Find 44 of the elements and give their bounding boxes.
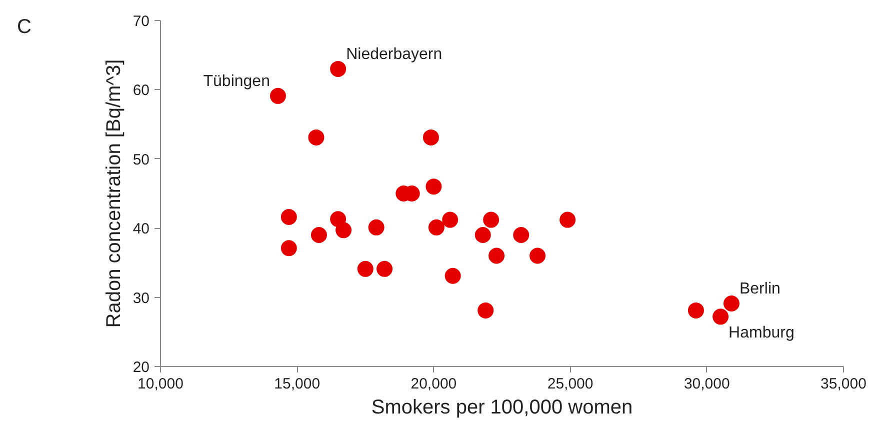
point [330, 60, 346, 77]
y-axis-title: Radon concentration [Bq/m^3] [102, 59, 125, 328]
point [474, 227, 491, 244]
point [422, 129, 439, 146]
point [488, 248, 505, 264]
text: C [17, 15, 32, 40]
point [530, 248, 546, 264]
y-tick-label: 40 [132, 220, 150, 238]
point [280, 209, 297, 226]
point [426, 178, 442, 195]
x-tick-label: 25,000 [547, 376, 594, 392]
y-tick-label: 70 [132, 13, 150, 30]
point [560, 212, 576, 228]
point [376, 260, 393, 277]
point [280, 240, 297, 256]
point [444, 268, 461, 284]
point [308, 129, 324, 146]
point [712, 308, 729, 325]
y-tick-label: 30 [132, 290, 150, 307]
annotation: Tübingen [203, 72, 270, 90]
x-tick-label: 30,000 [684, 376, 730, 392]
x-axis-title: Smokers per 100,000 women [371, 396, 633, 418]
point [478, 302, 494, 318]
annotation: Hamburg [728, 324, 794, 342]
point [483, 212, 500, 228]
point [513, 227, 530, 244]
annotation: Berlin [739, 280, 780, 298]
point [336, 222, 352, 238]
x-tick-label: 20,000 [410, 376, 457, 392]
point [357, 260, 374, 277]
x-tick-label: 10,000 [138, 376, 184, 392]
point [368, 219, 384, 236]
y-tick-label: 50 [132, 151, 150, 168]
point [310, 227, 327, 244]
point [270, 88, 286, 104]
point [442, 212, 458, 228]
x-tick-label: 15,000 [274, 376, 320, 392]
point [723, 296, 740, 312]
y-tick-label: 60 [132, 82, 150, 100]
x-tick-label: 35,000 [820, 376, 866, 392]
point [688, 302, 704, 318]
point [428, 219, 444, 236]
y-tick-label: 20 [132, 359, 150, 376]
annotation: Niederbayern [346, 46, 442, 63]
